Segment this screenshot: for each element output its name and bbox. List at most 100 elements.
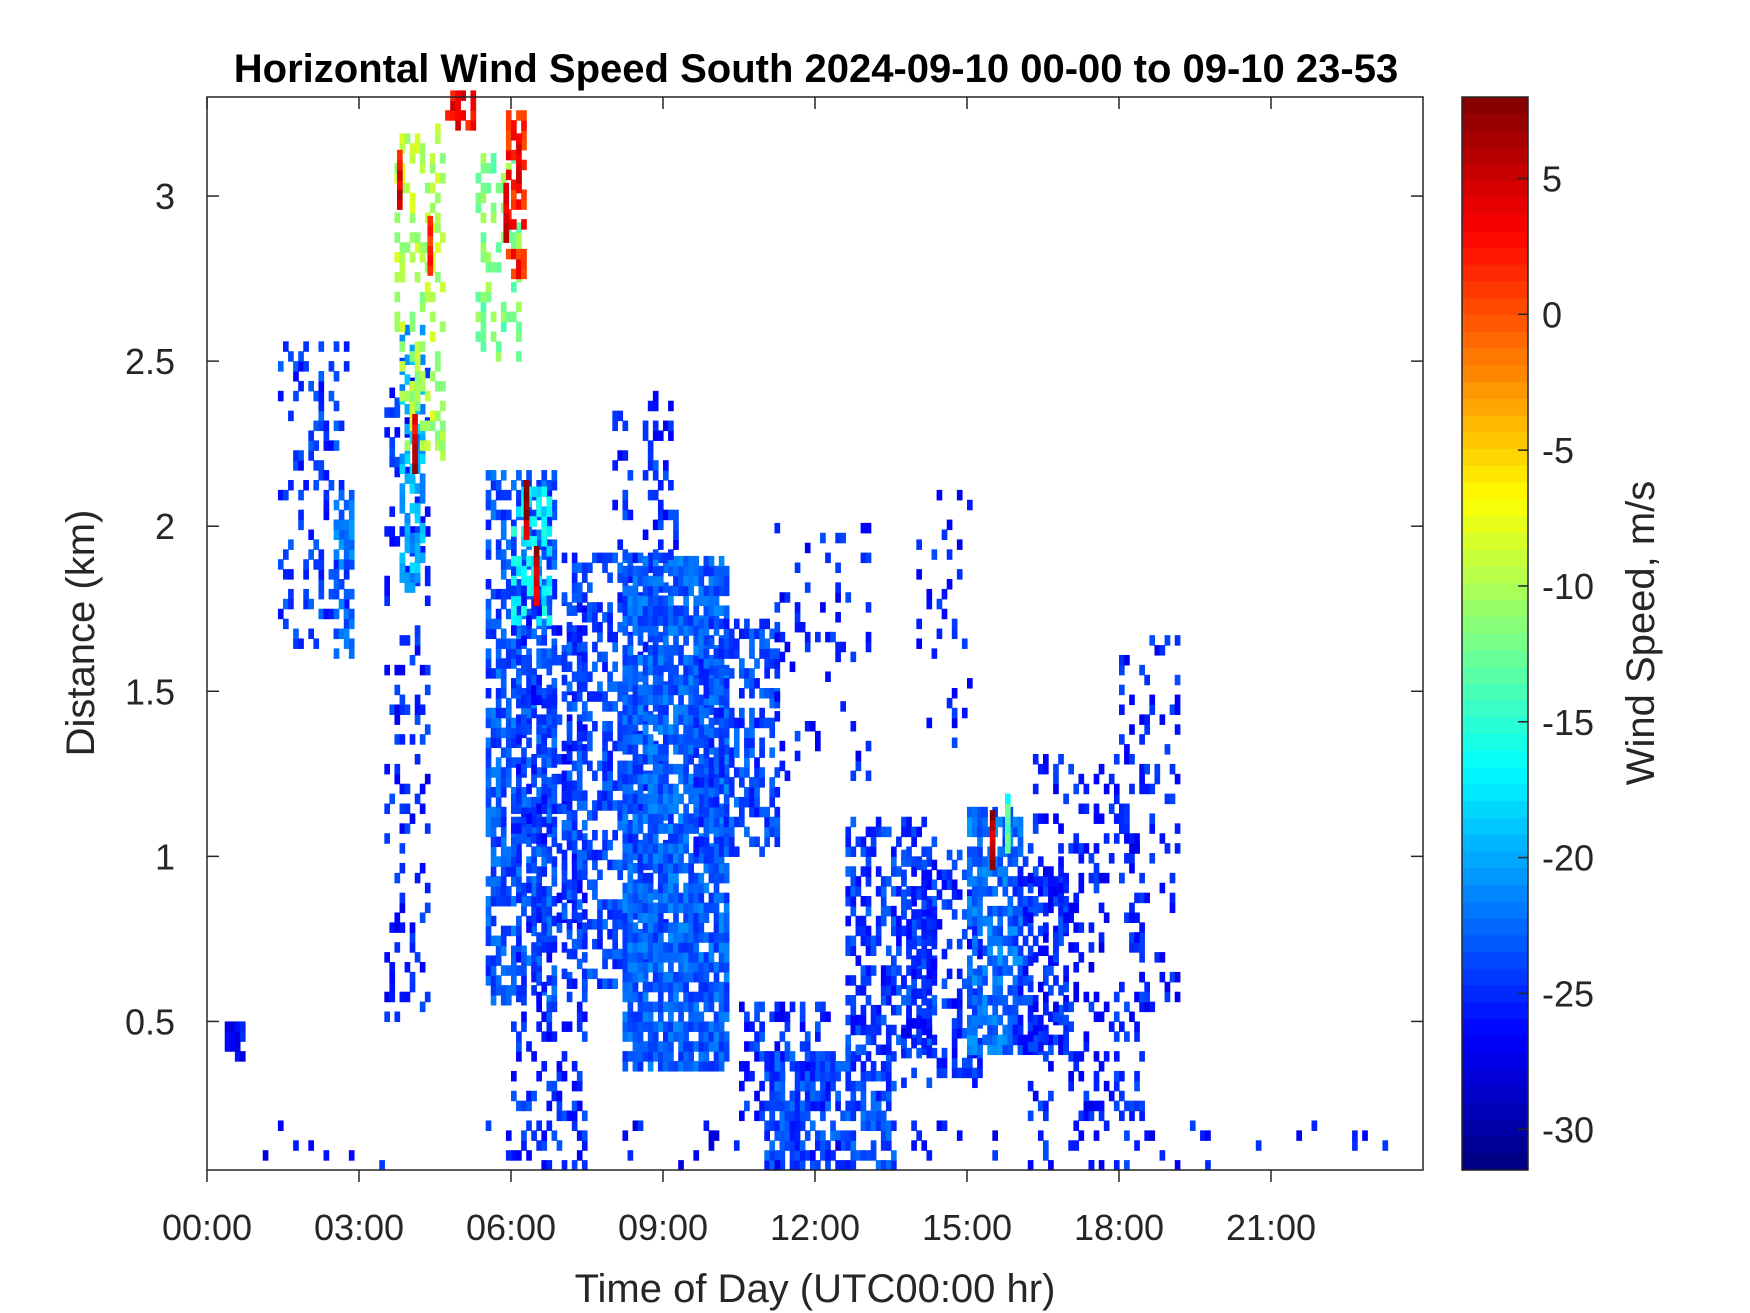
heatmap-cell xyxy=(511,727,517,739)
heatmap-cell xyxy=(533,546,540,557)
heatmap-cell xyxy=(668,595,674,607)
heatmap-cell xyxy=(546,496,553,507)
heatmap-cell xyxy=(683,991,689,1003)
heatmap-cell xyxy=(789,661,796,673)
heatmap-cell xyxy=(602,730,608,742)
heatmap-cell xyxy=(1043,1001,1049,1013)
heatmap-cell xyxy=(490,628,497,640)
heatmap-cell xyxy=(485,777,492,788)
heatmap-cell xyxy=(490,163,497,174)
heatmap-cell xyxy=(865,1110,872,1122)
heatmap-cell xyxy=(698,565,705,577)
colorbar-segment xyxy=(1462,583,1528,601)
heatmap-cell xyxy=(657,519,664,531)
heatmap-cell xyxy=(1311,1120,1318,1131)
heatmap-cell xyxy=(541,526,548,537)
heatmap-cell xyxy=(642,780,649,791)
heatmap-cell xyxy=(424,664,431,676)
heatmap-cell xyxy=(789,1001,796,1013)
heatmap-cell xyxy=(485,262,492,273)
heatmap-cell xyxy=(1139,1100,1145,1112)
heatmap-cell xyxy=(885,975,892,986)
heatmap-cell xyxy=(348,499,355,511)
heatmap-cell xyxy=(804,542,811,554)
heatmap-cell xyxy=(551,747,558,758)
heatmap-cell xyxy=(718,846,725,857)
heatmap-cell xyxy=(318,559,325,570)
heatmap-cell xyxy=(673,803,679,815)
heatmap-cell xyxy=(516,925,522,937)
heatmap-cell xyxy=(536,605,542,616)
heatmap-cell xyxy=(435,172,441,184)
heatmap-cell xyxy=(779,1140,786,1151)
colorbar-segment xyxy=(1462,1069,1528,1087)
colorbar-segment xyxy=(1462,1019,1528,1037)
heatmap-cell xyxy=(891,965,897,976)
heatmap-cell xyxy=(526,856,532,867)
heatmap-cell xyxy=(505,149,512,161)
heatmap-cell xyxy=(511,843,517,854)
heatmap-cell xyxy=(642,922,649,933)
heatmap-cell xyxy=(343,549,350,560)
heatmap-cell xyxy=(804,720,811,732)
heatmap-cell xyxy=(414,512,421,524)
heatmap-cell xyxy=(632,843,639,854)
heatmap-cell xyxy=(516,301,522,313)
heatmap-cell xyxy=(870,1024,877,1036)
heatmap-cell xyxy=(885,1090,892,1102)
heatmap-cell xyxy=(1022,1044,1029,1056)
heatmap-cell xyxy=(612,460,618,471)
heatmap-cell xyxy=(967,1014,973,1026)
heatmap-cell xyxy=(551,826,558,838)
heatmap-cell xyxy=(764,1070,770,1082)
heatmap-cell xyxy=(419,522,426,534)
heatmap-cell xyxy=(885,876,892,887)
heatmap-cell xyxy=(526,724,532,735)
heatmap-cell xyxy=(982,965,988,976)
heatmap-cell xyxy=(394,1011,401,1023)
heatmap-cell xyxy=(713,1051,720,1062)
heatmap-cell xyxy=(967,846,973,857)
heatmap-cell xyxy=(723,763,730,775)
heatmap-cell xyxy=(703,1001,710,1013)
heatmap-cell xyxy=(429,163,436,174)
heatmap-cell xyxy=(511,965,517,976)
heatmap-cell xyxy=(551,975,558,986)
heatmap-cell xyxy=(612,859,618,871)
heatmap-cell xyxy=(541,618,548,630)
heatmap-cell xyxy=(566,635,573,646)
heatmap-cell xyxy=(992,866,998,877)
heatmap-cell xyxy=(409,942,416,953)
heatmap-cell xyxy=(663,460,669,471)
heatmap-cell xyxy=(652,714,659,725)
heatmap-cell xyxy=(683,744,689,755)
heatmap-cell xyxy=(597,800,603,811)
heatmap-cell xyxy=(1113,754,1120,765)
heatmap-cell xyxy=(536,912,542,923)
heatmap-cell xyxy=(759,1031,765,1042)
heatmap-cell xyxy=(1098,872,1105,884)
heatmap-cell xyxy=(1017,995,1024,1006)
heatmap-cell xyxy=(657,942,664,953)
heatmap-cell xyxy=(495,608,502,620)
heatmap-cell xyxy=(703,783,710,795)
heatmap-cell xyxy=(769,1061,776,1072)
heatmap-cell xyxy=(551,985,558,996)
heatmap-cell xyxy=(997,935,1004,947)
heatmap-cell xyxy=(678,922,684,933)
heatmap-cell xyxy=(789,1160,796,1171)
colorbar-segment xyxy=(1462,365,1528,383)
heatmap-cell xyxy=(1007,985,1014,996)
heatmap-cell xyxy=(754,757,760,768)
heatmap-cell xyxy=(723,803,730,815)
heatmap-cell xyxy=(333,440,340,451)
colorbar-segment xyxy=(1462,817,1528,836)
heatmap-cell xyxy=(1164,843,1171,854)
heatmap-cell xyxy=(404,390,411,402)
heatmap-cell xyxy=(835,1100,841,1112)
heatmap-cell xyxy=(688,783,694,795)
heatmap-cell xyxy=(490,955,497,966)
heatmap-cell xyxy=(419,734,426,745)
heatmap-cell xyxy=(931,928,938,940)
heatmap-cell xyxy=(1037,945,1044,956)
